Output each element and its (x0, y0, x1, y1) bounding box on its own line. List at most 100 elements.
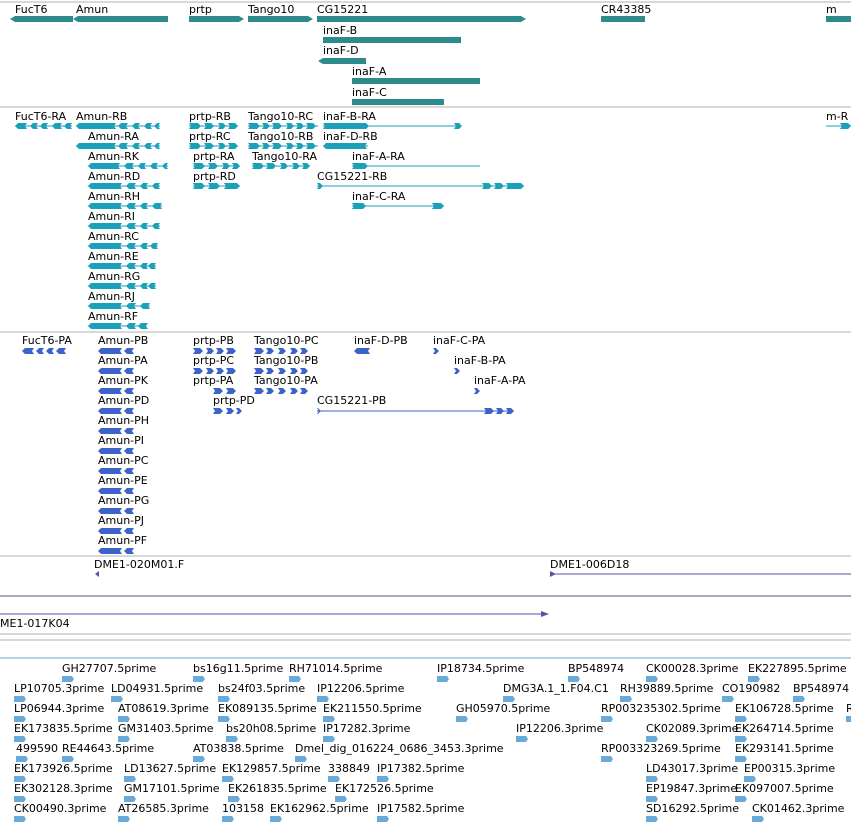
cds-exon[interactable] (124, 468, 134, 474)
cds-exon[interactable] (290, 388, 298, 394)
est-feature[interactable] (14, 736, 26, 742)
transcript-exon[interactable] (88, 303, 122, 309)
est-feature[interactable] (722, 696, 734, 702)
transcript-exon[interactable] (208, 163, 218, 169)
cds-exon[interactable] (98, 528, 122, 534)
est-feature[interactable] (124, 796, 136, 802)
est-feature[interactable] (516, 736, 528, 742)
transcript-exon[interactable] (323, 143, 367, 149)
transcript-exon[interactable] (204, 143, 214, 149)
est-feature[interactable] (62, 676, 74, 682)
est-feature[interactable] (111, 696, 123, 702)
transcript-exon[interactable] (40, 123, 48, 129)
est-feature[interactable] (323, 736, 335, 742)
cds-exon[interactable] (226, 388, 236, 394)
transcript-exon[interactable] (140, 203, 148, 209)
est-feature[interactable] (62, 756, 74, 762)
cds-exon[interactable] (354, 348, 370, 354)
transcript-exon[interactable] (118, 143, 128, 149)
gene-feature[interactable] (323, 37, 461, 43)
cds-exon[interactable] (98, 488, 122, 494)
transcript-exon[interactable] (154, 123, 160, 129)
est-feature[interactable] (735, 716, 747, 722)
transcript-exon[interactable] (152, 183, 160, 189)
transcript-exon[interactable] (88, 203, 122, 209)
cds-exon[interactable] (216, 348, 224, 354)
clone-end-marker[interactable] (95, 571, 99, 577)
cds-exon[interactable] (193, 368, 203, 374)
transcript-exon[interactable] (222, 163, 230, 169)
est-feature[interactable] (620, 696, 632, 702)
cds-exon[interactable] (124, 528, 134, 534)
gene-feature[interactable] (352, 99, 444, 105)
cds-exon[interactable] (98, 368, 122, 374)
transcript-exon[interactable] (138, 323, 146, 329)
transcript-exon[interactable] (272, 143, 282, 149)
cds-exon[interactable] (193, 348, 203, 354)
transcript-exon[interactable] (64, 123, 72, 129)
cds-exon[interactable] (290, 368, 298, 374)
cds-exon[interactable] (454, 368, 460, 374)
cds-exon[interactable] (213, 408, 223, 414)
transcript-exon[interactable] (126, 243, 136, 249)
transcript-exon[interactable] (144, 143, 152, 149)
est-feature[interactable] (456, 716, 468, 722)
est-feature[interactable] (228, 796, 240, 802)
transcript-exon[interactable] (218, 143, 226, 149)
cds-exon[interactable] (124, 488, 134, 494)
est-feature[interactable] (14, 716, 26, 722)
cds-exon[interactable] (266, 388, 274, 394)
cds-exon[interactable] (484, 408, 494, 414)
transcript-exon[interactable] (296, 123, 304, 129)
transcript-exon[interactable] (132, 123, 140, 129)
cds-exon[interactable] (124, 548, 134, 554)
cds-exon[interactable] (254, 348, 264, 354)
transcript-exon[interactable] (454, 123, 462, 129)
est-feature[interactable] (377, 776, 389, 782)
transcript-exon[interactable] (840, 123, 851, 129)
cds-exon[interactable] (98, 408, 122, 414)
transcript-exon[interactable] (152, 223, 160, 229)
cds-exon[interactable] (98, 428, 122, 434)
cds-exon[interactable] (254, 368, 264, 374)
cds-exon[interactable] (124, 428, 134, 434)
cds-exon[interactable] (433, 348, 439, 354)
transcript-exon[interactable] (148, 283, 156, 289)
transcript-exon[interactable] (280, 163, 288, 169)
transcript-exon[interactable] (272, 123, 282, 129)
est-feature[interactable] (118, 716, 130, 722)
est-feature[interactable] (16, 756, 28, 762)
transcript-exon[interactable] (148, 263, 156, 269)
transcript-exon[interactable] (189, 143, 201, 149)
est-feature[interactable] (437, 676, 449, 682)
cds-exon[interactable] (236, 408, 242, 414)
transcript-exon[interactable] (126, 223, 136, 229)
cds-exon[interactable] (300, 348, 308, 354)
est-feature[interactable] (14, 796, 26, 802)
transcript-exon[interactable] (140, 263, 148, 269)
cds-exon[interactable] (266, 368, 274, 374)
cds-exon[interactable] (124, 408, 134, 414)
est-feature[interactable] (735, 756, 747, 762)
cds-exon[interactable] (317, 408, 321, 414)
cds-exon[interactable] (213, 388, 223, 394)
transcript-exon[interactable] (506, 183, 524, 189)
transcript-exon[interactable] (193, 183, 205, 189)
cds-exon[interactable] (216, 368, 224, 374)
cds-exon[interactable] (124, 368, 134, 374)
transcript-exon[interactable] (204, 123, 214, 129)
est-feature[interactable] (118, 736, 130, 742)
transcript-exon[interactable] (88, 183, 122, 189)
est-feature[interactable] (601, 716, 613, 722)
transcript-exon[interactable] (352, 203, 366, 209)
transcript-exon[interactable] (292, 163, 300, 169)
cds-exon[interactable] (496, 408, 504, 414)
clone-end-marker[interactable] (541, 611, 549, 617)
est-feature[interactable] (568, 676, 580, 682)
transcript-exon[interactable] (88, 243, 122, 249)
transcript-exon[interactable] (306, 143, 316, 149)
cds-exon[interactable] (36, 348, 44, 354)
cds-exon[interactable] (22, 348, 34, 354)
transcript-exon[interactable] (88, 163, 120, 169)
transcript-exon[interactable] (126, 203, 136, 209)
